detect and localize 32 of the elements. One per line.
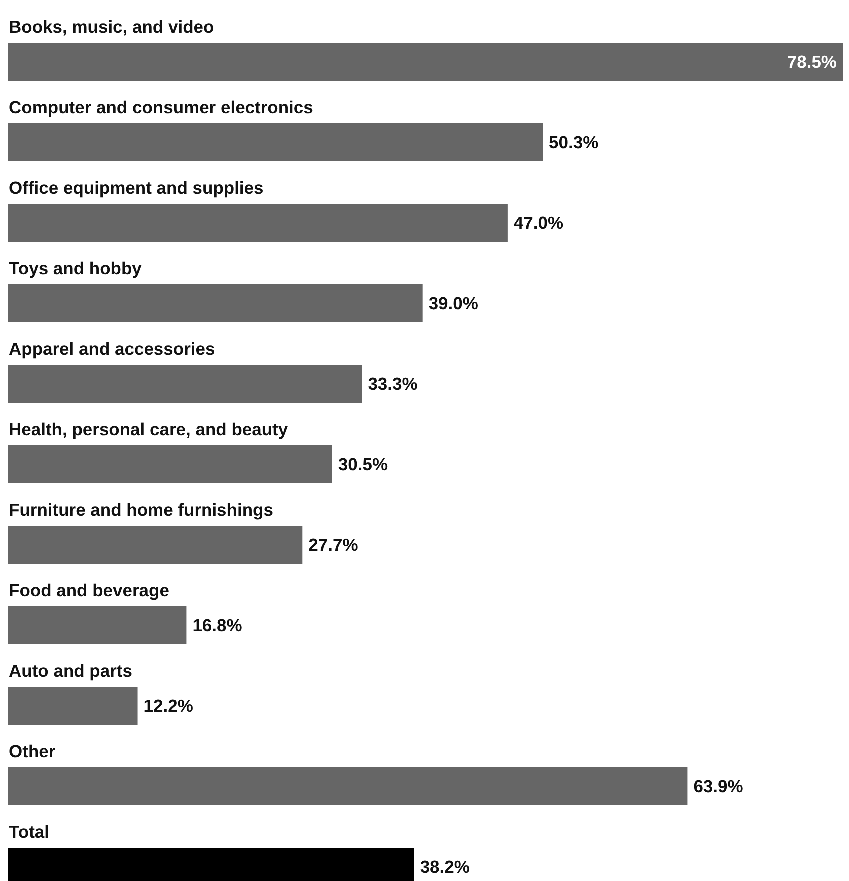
y-tick-label: Total <box>9 822 50 842</box>
y-tick-label: Office equipment and supplies <box>9 178 264 198</box>
data-label: 33.3% <box>368 374 418 394</box>
bar <box>8 606 187 644</box>
bar <box>8 365 362 403</box>
data-label: 78.5% <box>787 52 838 72</box>
bar <box>8 526 303 564</box>
y-tick-label: Furniture and home furnishings <box>9 500 274 520</box>
bar <box>8 687 138 725</box>
data-label: 63.9% <box>694 776 744 797</box>
bar <box>8 284 423 322</box>
y-tick-label: Apparel and accessories <box>9 339 216 359</box>
bar <box>8 124 544 162</box>
data-label: 39.0% <box>428 294 479 314</box>
data-label: 12.2% <box>144 696 194 716</box>
bar <box>8 43 843 81</box>
y-tick-label: Other <box>9 742 56 762</box>
data-label: 38.2% <box>420 857 470 878</box>
bar <box>8 204 508 242</box>
y-tick-label: Health, personal care, and beauty <box>9 420 288 440</box>
y-tick-label: Food and beverage <box>9 580 170 600</box>
data-label: 50.3% <box>549 132 600 153</box>
bar <box>8 768 688 806</box>
data-label: 16.8% <box>192 616 243 636</box>
y-tick-label: Books, music, and video <box>9 17 214 37</box>
y-tick-label: Computer and consumer electronics <box>9 98 314 118</box>
data-label: 27.7% <box>308 535 359 556</box>
y-tick-label: Toys and hobby <box>9 258 142 278</box>
data-label: 47.0% <box>514 213 564 234</box>
y-tick-label: Auto and parts <box>9 661 133 681</box>
bar <box>8 446 332 484</box>
data-label: 30.5% <box>338 454 388 475</box>
